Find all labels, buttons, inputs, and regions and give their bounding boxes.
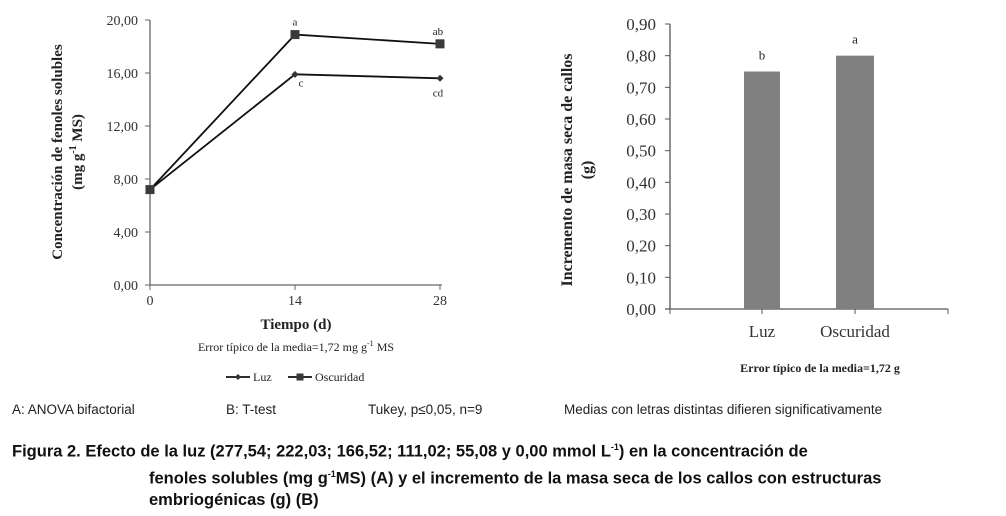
chart-a-series-line-luz [149, 73, 441, 191]
caption-line-1: Figura 2. Efecto de la luz (277,54; 222,… [12, 442, 808, 461]
chart-b-y-tick-label: 0,60 [626, 110, 656, 129]
chart-b-x-tick-label: Oscuridad [820, 322, 890, 341]
chart-b-x-tick-label: Luz [749, 322, 776, 341]
chart-a-x-tick-label: 28 [433, 294, 447, 309]
chart-a-y-tick-label: 12,00 [107, 120, 139, 135]
note-medias: Medias con letras distintas difieren sig… [564, 402, 883, 417]
chart-a-legend: Luz Oscuridad [226, 370, 364, 384]
chart-b-y-tick-label: 0,80 [626, 47, 656, 66]
legend-marker-diamond [235, 374, 241, 380]
chart-b-y-axis-title-line1: Incremento de masa seca de callos [559, 54, 576, 287]
caption-line-2: fenoles solubles (mg g-1MS) (A) y el inc… [149, 468, 882, 488]
legend-marker-square [296, 373, 304, 381]
chart-b-bar-luz [744, 71, 780, 309]
legend-label-oscuridad: Oscuridad [315, 370, 364, 384]
chart-b-y-tick-label: 0,40 [626, 173, 656, 192]
note-ttest: B: T-test [226, 402, 277, 417]
chart-b-y-tick-label: 0,10 [626, 268, 656, 287]
chart-b-y-tick-label: 0,00 [626, 300, 656, 319]
chart-b-bar-oscuridad [836, 55, 874, 309]
chart-a-y-axis-title-line1: Concentración de fenoles solubles [50, 44, 66, 260]
chart-b-y-axis-title-line2: (g) [579, 161, 596, 180]
chart-a-y-axis-title: Concentración de fenoles solubles (mg g-… [50, 44, 86, 260]
chart-a-significance-letter: cd [433, 87, 444, 99]
chart-a-y-axis-title-line2: (mg g-1 MS) [68, 114, 86, 190]
chart-a-x-tick-label: 14 [288, 294, 302, 309]
chart-a-y-tick-label: 4,00 [114, 226, 139, 241]
chart-a-point-luz [436, 74, 444, 82]
chart-b-y-tick-label: 0,50 [626, 142, 656, 161]
chart-a-significance-letter: ab [433, 26, 444, 38]
chart-a-x-tick-label: 0 [147, 294, 154, 309]
chart-a-point-luz [291, 70, 299, 78]
chart-b-y-tick-label: 0,20 [626, 237, 656, 256]
note-tukey: Tukey, p≤0,05, n=9 [368, 402, 483, 417]
chart-a-significance-letter: a [293, 17, 298, 29]
chart-a-point-oscuridad [435, 39, 445, 49]
legend-label-luz: Luz [253, 370, 272, 384]
chart-a-point-oscuridad [290, 30, 300, 40]
chart-b-y-tick-label: 0,70 [626, 78, 656, 97]
figure-caption: Figura 2. Efecto de la luz (277,54; 222,… [12, 436, 992, 511]
chart-b-y-axis-title: Incremento de masa seca de callos (g) [559, 54, 596, 287]
chart-b-error-note: Error típico de la media=1,72 g [740, 361, 900, 375]
chart-a-significance-letter: c [299, 77, 304, 89]
chart-a-series-line-oscuridad [149, 33, 441, 191]
chart-a-point-oscuridad [145, 185, 155, 195]
chart-a-y-tick-label: 16,00 [107, 67, 139, 82]
chart-a-line: 0,00 4,00 8,00 12,00 16,00 20,00 0 14 28 c cd a ab… [50, 14, 447, 384]
chart-b-bar: 0,00 0,10 0,20 0,30 0,40 0,50 0,60 0,70 0,80 0,90… [559, 15, 949, 375]
chart-a-y-tick-label: 8,00 [114, 173, 139, 188]
note-anova: A: ANOVA bifactorial [12, 402, 135, 417]
chart-b-significance-letter: b [759, 48, 766, 63]
chart-a-x-axis-title: Tiempo (d) [261, 317, 332, 333]
chart-a-y-tick-label: 0,00 [114, 279, 139, 294]
caption-line-3: embriogénicas (g) (B) [149, 491, 319, 509]
chart-a-y-tick-label: 20,00 [107, 14, 139, 29]
chart-b-y-tick-label: 0,90 [626, 15, 656, 34]
chart-a-error-note: Error típico de la media=1,72 mg g-1 MS [198, 339, 394, 354]
chart-b-y-tick-label: 0,30 [626, 205, 656, 224]
chart-b-significance-letter: a [852, 32, 858, 47]
